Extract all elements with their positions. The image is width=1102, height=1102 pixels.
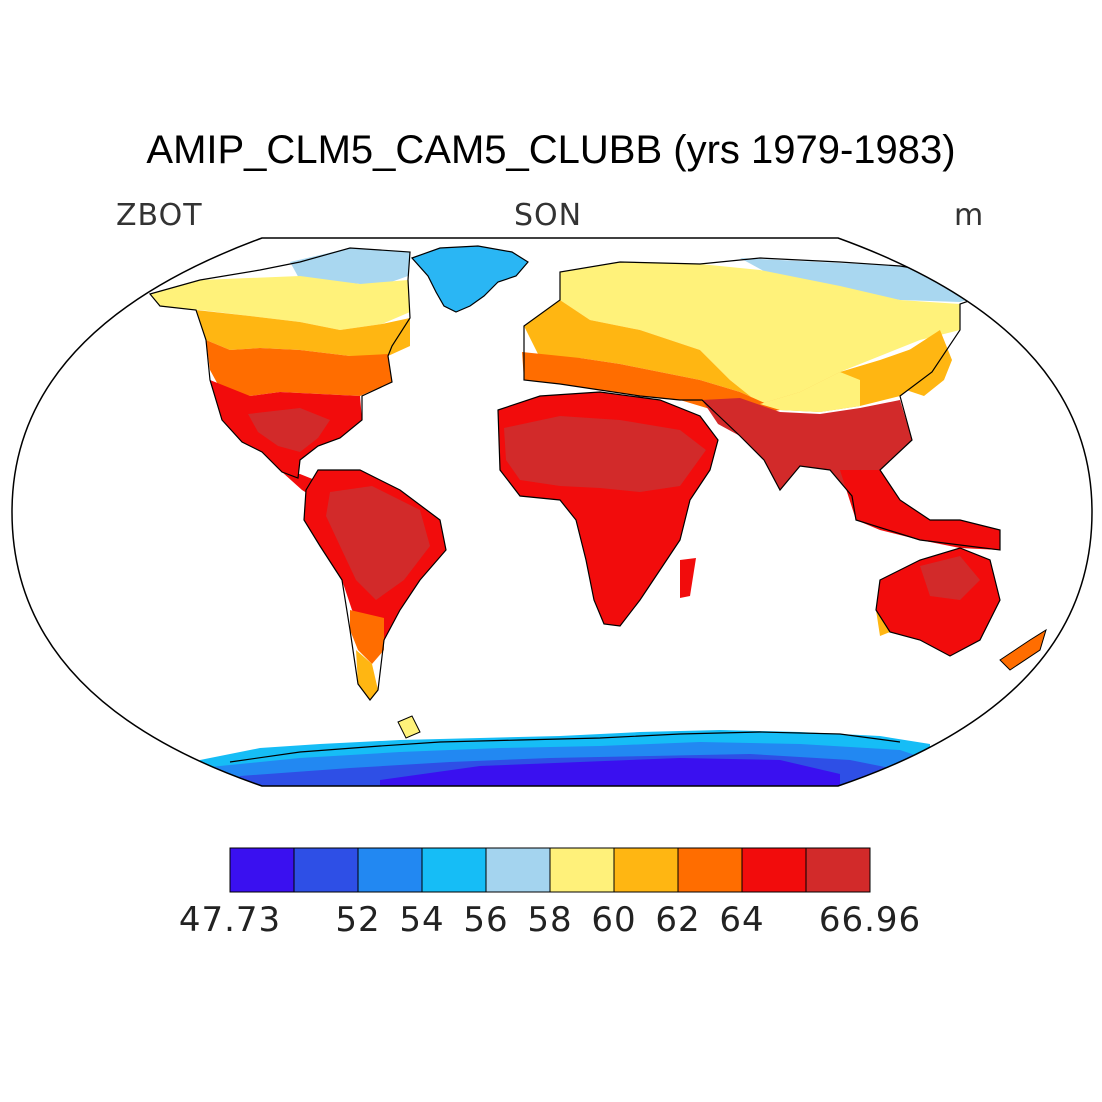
colorbar: [229, 847, 871, 893]
colorbar-swatch: [485, 847, 551, 893]
colorbar-label: 58: [527, 900, 573, 940]
colorbar-label: 62: [655, 900, 701, 940]
colorbar-swatch: [549, 847, 615, 893]
variable-label: ZBOT: [116, 198, 203, 233]
units-label: m: [954, 198, 985, 233]
colorbar-label: 66.96: [818, 900, 922, 940]
colorbar-swatch: [613, 847, 679, 893]
colorbar-label: 47.73: [178, 900, 282, 940]
eurasia-region: [522, 257, 1002, 551]
africa-region: [497, 391, 719, 627]
season-label: SON: [514, 198, 583, 233]
map-title: AMIP_CLM5_CAM5_CLUBB (yrs 1979-1983): [146, 128, 956, 172]
australia-region: [875, 547, 1047, 671]
colorbar-label: 64: [719, 900, 765, 940]
colorbar-swatch: [677, 847, 743, 893]
south-america-region: [303, 469, 447, 701]
colorbar-swatch: [421, 847, 487, 893]
colorbar-swatch: [741, 847, 807, 893]
colorbar-swatch: [805, 847, 871, 893]
colorbar-label: 52: [335, 900, 381, 940]
colorbar-label: 60: [591, 900, 637, 940]
greenland-region: [410, 245, 529, 313]
colorbar-swatch: [293, 847, 359, 893]
colorbar-swatch: [229, 847, 295, 893]
colorbar-label: 56: [463, 900, 509, 940]
colorbar-label: 54: [399, 900, 445, 940]
colorbar-swatch: [357, 847, 423, 893]
north-america-region: [148, 247, 411, 506]
globe-outline: [11, 237, 1093, 787]
